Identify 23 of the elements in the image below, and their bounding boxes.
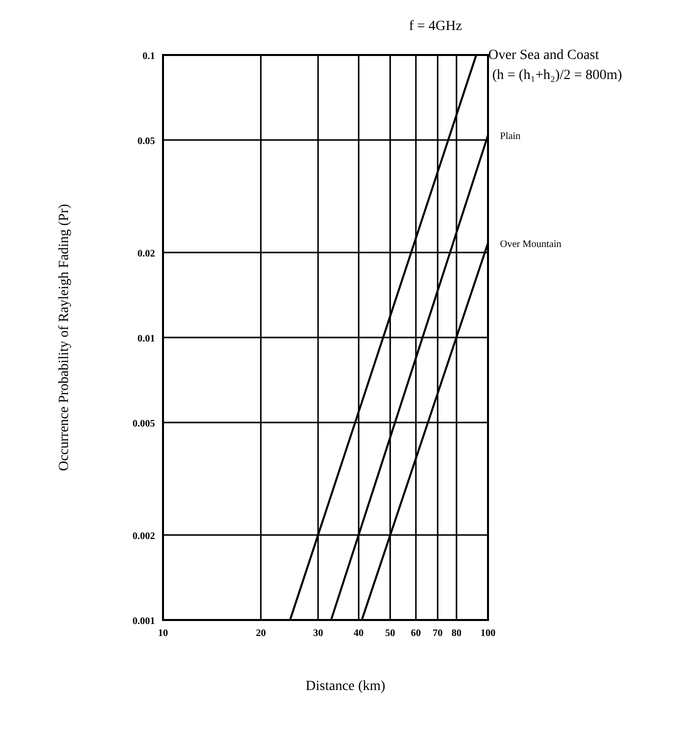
y-tick-label: 0.02 bbox=[138, 248, 155, 260]
x-tick-label: 20 bbox=[256, 628, 266, 639]
x-tick-label: 100 bbox=[480, 628, 496, 639]
text: (h = (h₁+h₂)/2 = 800m) bbox=[492, 68, 622, 83]
y-tick-label: 0.05 bbox=[138, 136, 155, 148]
y-tick-label: 0.002 bbox=[132, 530, 155, 542]
y-tick-label: 0.01 bbox=[138, 334, 155, 344]
x-tick-label: 40 bbox=[354, 628, 364, 639]
x-axis-title: Distance (km) bbox=[306, 679, 386, 694]
chart-title: f = 4GHz bbox=[409, 19, 462, 34]
series-label: Over Sea and Coast bbox=[488, 48, 600, 63]
y-tick-label: 0.005 bbox=[132, 418, 155, 430]
y-tick-label: 0.001 bbox=[132, 616, 155, 627]
x-tick-label: 30 bbox=[313, 628, 324, 639]
x-tick-label: 70 bbox=[432, 628, 443, 639]
x-tick-label: 60 bbox=[410, 628, 421, 639]
y-axis-title: Occurrence Probability of Rayleigh Fading (Pr) bbox=[57, 204, 72, 472]
x-tick-label: 50 bbox=[385, 628, 396, 639]
x-tick-label: 10 bbox=[158, 628, 168, 639]
series-label: Plain bbox=[500, 131, 521, 142]
x-tick-label: 80 bbox=[452, 628, 462, 639]
y-tick-label: 0.1 bbox=[142, 51, 155, 62]
series-label: Over Mountain bbox=[500, 239, 562, 250]
